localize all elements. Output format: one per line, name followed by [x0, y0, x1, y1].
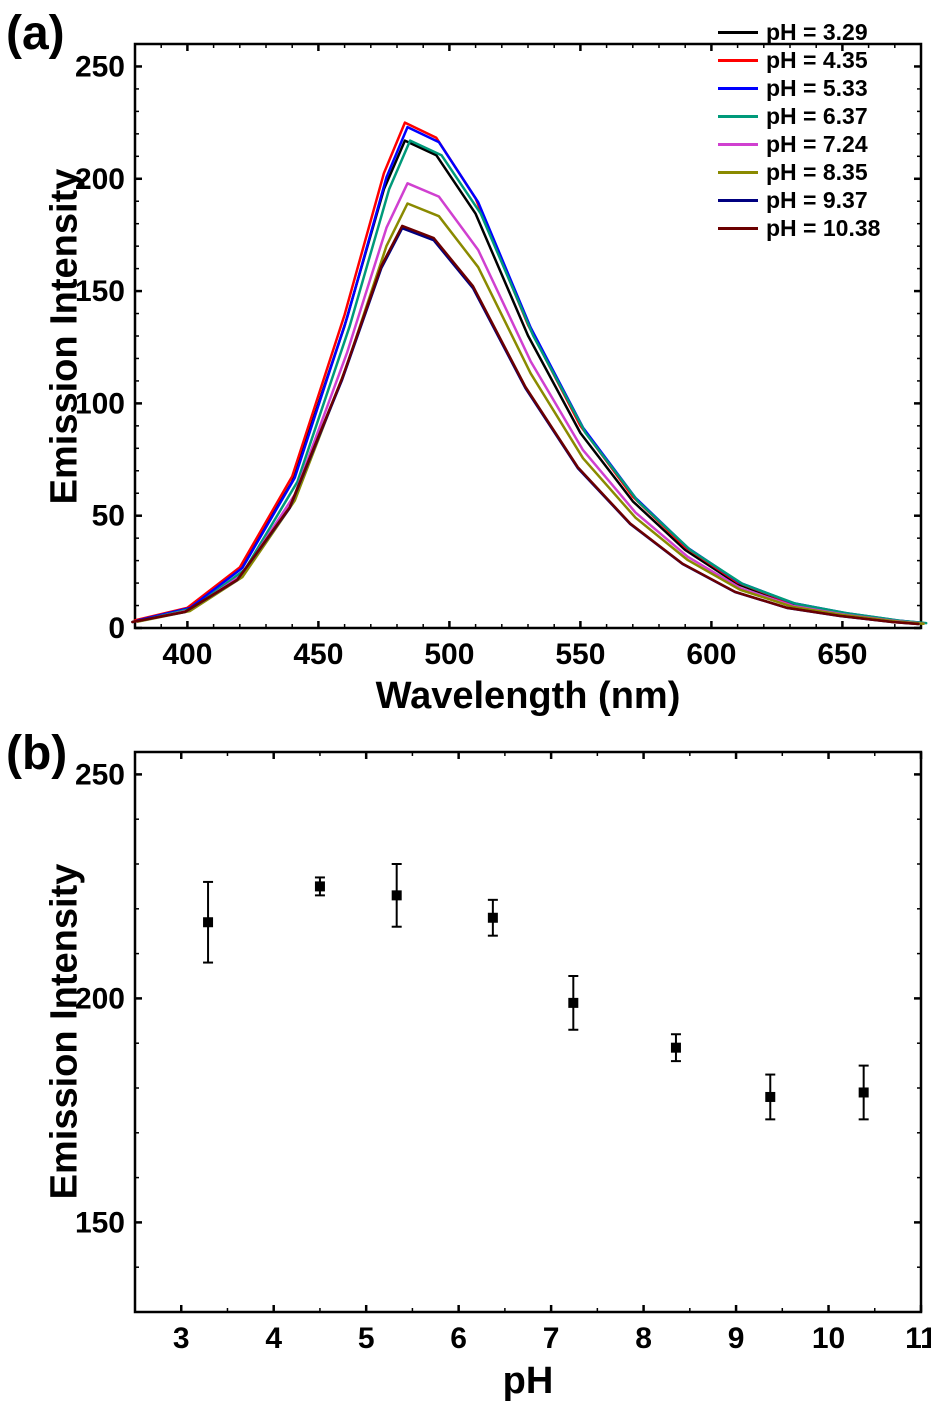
legend-label: pH = 10.38 — [766, 215, 880, 242]
legend-swatch — [718, 227, 758, 230]
svg-text:5: 5 — [358, 1322, 375, 1355]
legend-item: pH = 10.38 — [718, 214, 880, 242]
svg-text:600: 600 — [686, 638, 736, 671]
svg-text:0: 0 — [108, 612, 125, 645]
legend-swatch — [718, 115, 758, 118]
legend-item: pH = 6.37 — [718, 102, 880, 130]
legend-label: pH = 7.24 — [766, 131, 868, 158]
svg-text:450: 450 — [293, 638, 343, 671]
legend-swatch — [718, 143, 758, 146]
svg-text:10: 10 — [812, 1322, 845, 1355]
legend-swatch — [718, 199, 758, 202]
panel-b-x-title: pH — [135, 1360, 921, 1403]
svg-text:650: 650 — [817, 638, 867, 671]
svg-text:250: 250 — [75, 50, 125, 83]
svg-text:400: 400 — [162, 638, 212, 671]
svg-text:150: 150 — [75, 275, 125, 308]
legend-label: pH = 8.35 — [766, 159, 868, 186]
svg-text:200: 200 — [75, 163, 125, 196]
legend-item: pH = 4.35 — [718, 46, 880, 74]
legend-label: pH = 3.29 — [766, 19, 868, 46]
legend-swatch — [718, 59, 758, 62]
svg-text:9: 9 — [728, 1322, 745, 1355]
legend-label: pH = 4.35 — [766, 47, 868, 74]
panel-a-legend: pH = 3.29pH = 4.35pH = 5.33pH = 6.37pH =… — [718, 18, 880, 242]
panel-b-plot: 3 4 5 6 7 8 9 10 11 150 200 250 — [55, 747, 931, 1362]
legend-swatch — [718, 31, 758, 34]
legend-swatch — [718, 87, 758, 90]
svg-text:150: 150 — [75, 1206, 125, 1239]
svg-text:3: 3 — [173, 1322, 190, 1355]
svg-text:500: 500 — [424, 638, 474, 671]
svg-text:250: 250 — [75, 758, 125, 791]
svg-text:11: 11 — [905, 1322, 931, 1355]
legend-label: pH = 9.37 — [766, 187, 868, 214]
legend-item: pH = 8.35 — [718, 158, 880, 186]
svg-text:8: 8 — [635, 1322, 652, 1355]
legend-item: pH = 5.33 — [718, 74, 880, 102]
panel-a-x-title: Wavelength (nm) — [135, 675, 921, 718]
legend-item: pH = 9.37 — [718, 186, 880, 214]
svg-text:200: 200 — [75, 982, 125, 1015]
svg-text:100: 100 — [75, 387, 125, 420]
legend-item: pH = 3.29 — [718, 18, 880, 46]
svg-text:4: 4 — [265, 1322, 282, 1355]
svg-text:7: 7 — [543, 1322, 560, 1355]
legend-label: pH = 6.37 — [766, 103, 868, 130]
legend-label: pH = 5.33 — [766, 75, 868, 102]
figure-page: (a) Emission Intensity 40045050055060065… — [0, 0, 943, 1419]
svg-text:6: 6 — [450, 1322, 467, 1355]
legend-item: pH = 7.24 — [718, 130, 880, 158]
legend-swatch — [718, 171, 758, 174]
svg-text:50: 50 — [92, 500, 125, 533]
svg-text:550: 550 — [555, 638, 605, 671]
